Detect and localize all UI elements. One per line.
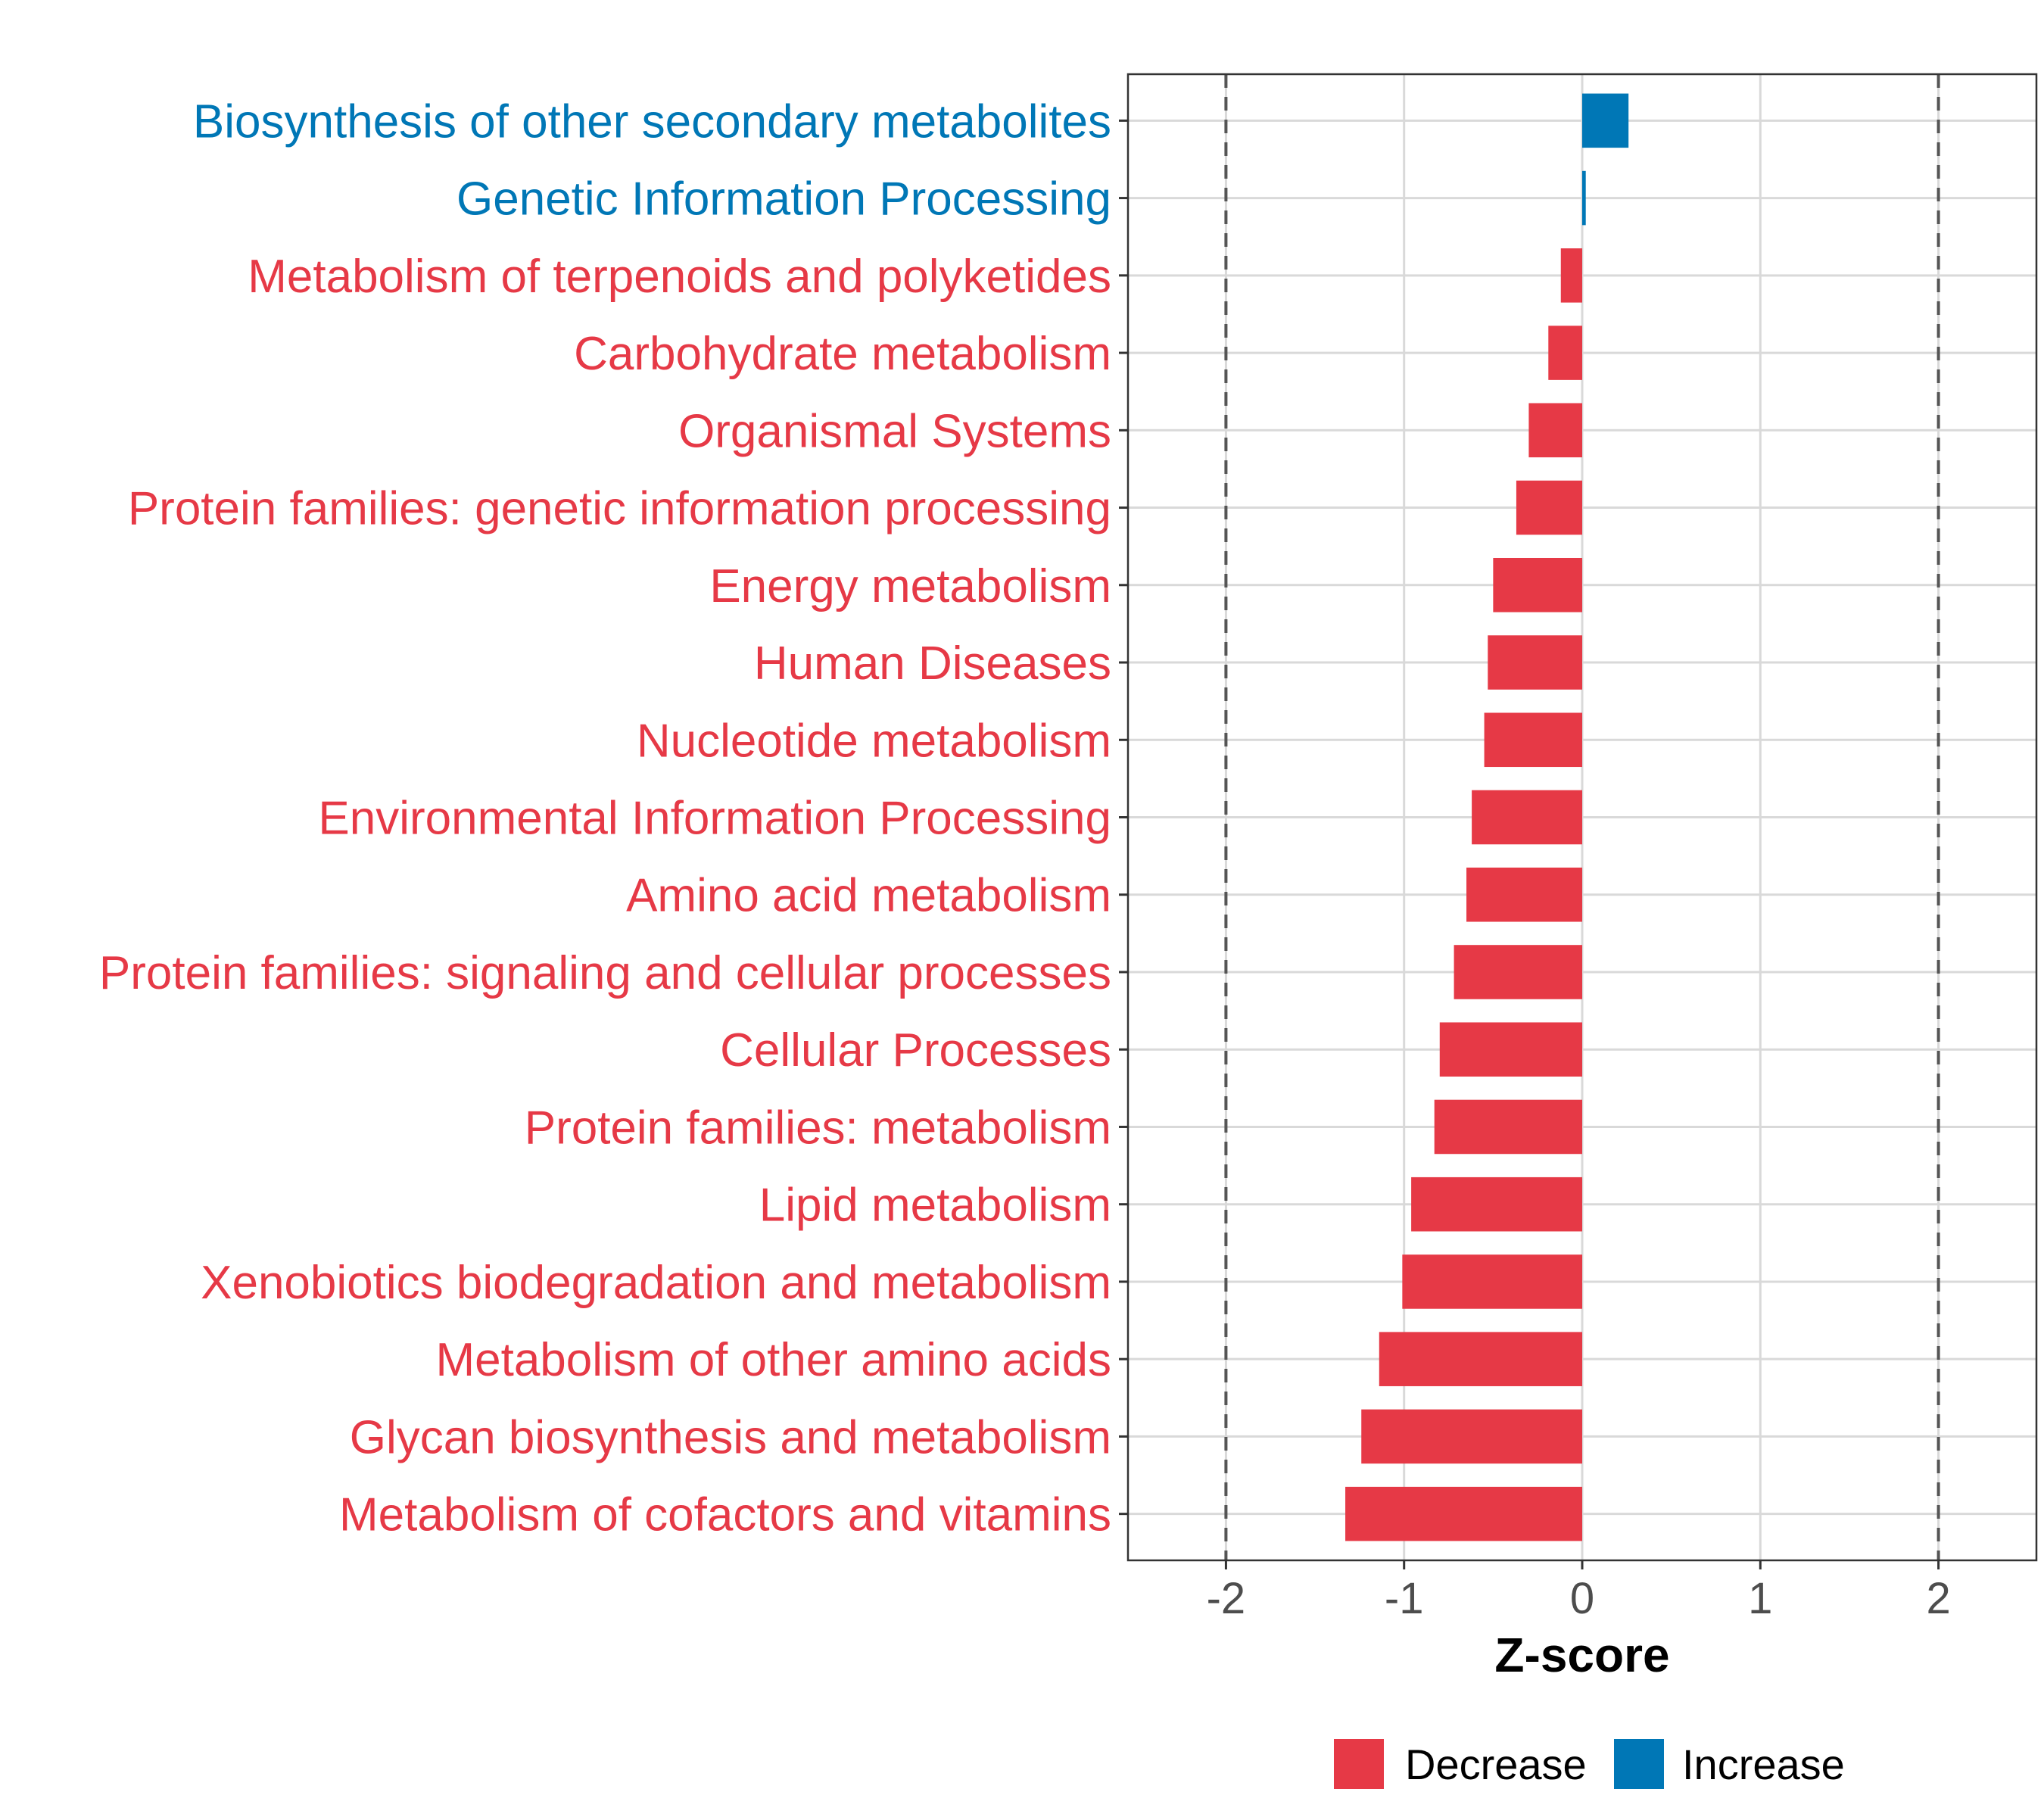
bar — [1582, 93, 1629, 148]
category-label: Glycan biosynthesis and metabolism — [350, 1411, 1111, 1463]
x-tick-label: 1 — [1748, 1574, 1772, 1623]
category-label: Nucleotide metabolism — [637, 715, 1111, 767]
legend-label-decrease: Decrease — [1405, 1741, 1587, 1788]
bars — [1345, 93, 1629, 1541]
category-label: Metabolism of other amino acids — [435, 1334, 1111, 1386]
bar — [1361, 1409, 1582, 1464]
bar — [1516, 480, 1582, 535]
bar — [1434, 1099, 1582, 1155]
category-label: Lipid metabolism — [759, 1180, 1111, 1232]
category-label: Amino acid metabolism — [626, 870, 1111, 922]
bar — [1439, 1022, 1582, 1077]
x-tick-label: 0 — [1570, 1574, 1594, 1623]
category-label: Protein families: metabolism — [525, 1102, 1111, 1154]
category-label: Protein families: signaling and cellular… — [99, 947, 1111, 999]
bar — [1402, 1254, 1582, 1309]
bar — [1345, 1486, 1582, 1541]
bar — [1548, 326, 1582, 380]
x-tick-label: -2 — [1207, 1574, 1246, 1623]
bar — [1528, 403, 1582, 458]
legend-label-increase: Increase — [1682, 1741, 1845, 1788]
category-label: Metabolism of terpenoids and polyketides — [248, 251, 1111, 303]
category-label: Cellular Processes — [720, 1024, 1111, 1077]
bar — [1484, 712, 1582, 768]
bar — [1560, 248, 1582, 303]
category-label: Protein families: genetic information pr… — [128, 483, 1111, 535]
legend-swatch-increase — [1614, 1739, 1664, 1789]
x-tick-label: 2 — [1926, 1574, 1950, 1623]
x-axis-ticks: -2 -1 0 1 2 — [1207, 1560, 1951, 1623]
bar — [1379, 1332, 1582, 1386]
category-label: Energy metabolism — [709, 560, 1111, 612]
bar — [1466, 867, 1582, 922]
y-axis-category-labels: Biosynthesis of other secondary metaboli… — [99, 95, 1111, 1541]
category-label: Genetic Information Processing — [456, 173, 1111, 226]
bar — [1488, 635, 1582, 690]
x-tick-label: -1 — [1385, 1574, 1424, 1623]
bar — [1493, 557, 1582, 612]
reference-lines — [1224, 74, 1940, 1560]
x-axis-title: Z-score — [1494, 1628, 1669, 1682]
category-label: Xenobiotics biodegradation and metabolis… — [201, 1257, 1111, 1309]
bar — [1582, 170, 1586, 226]
category-label: Human Diseases — [754, 637, 1111, 690]
category-label: Organismal Systems — [678, 405, 1111, 457]
legend-swatch-decrease — [1334, 1739, 1384, 1789]
bar — [1472, 790, 1582, 845]
bar — [1411, 1177, 1582, 1232]
category-label: Biosynthesis of other secondary metaboli… — [193, 95, 1111, 148]
y-axis-ticks — [1119, 119, 1128, 1516]
legend: Decrease Increase — [1334, 1739, 1845, 1789]
category-label: Metabolism of cofactors and vitamins — [339, 1489, 1111, 1541]
category-label: Environmental Information Processing — [318, 793, 1111, 845]
category-label: Carbohydrate metabolism — [574, 328, 1111, 380]
bar — [1454, 945, 1582, 999]
